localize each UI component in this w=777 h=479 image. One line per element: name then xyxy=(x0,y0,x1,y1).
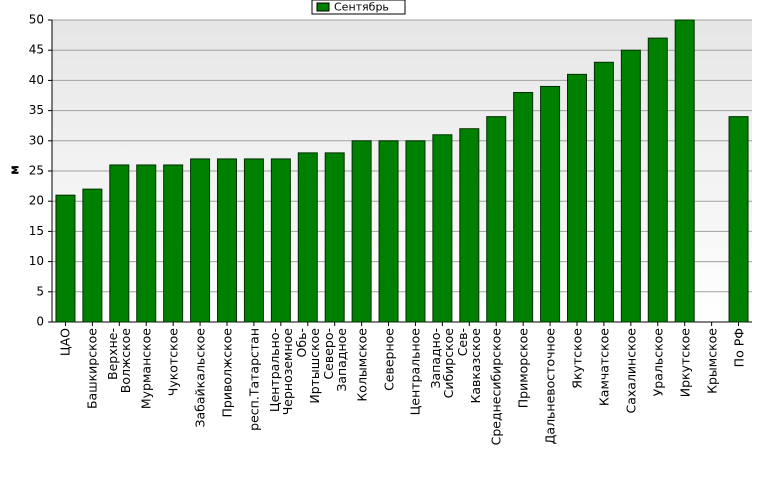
bar xyxy=(190,158,211,323)
bar xyxy=(620,49,641,323)
y-axis-label: м xyxy=(8,165,22,175)
legend-swatch xyxy=(316,2,330,12)
x-tick-label: Иркутское xyxy=(677,328,693,398)
x-tick-label: Обь- Иртышское xyxy=(293,328,322,404)
bar xyxy=(324,152,345,323)
x-tick-label: Мурманское xyxy=(138,328,154,410)
y-tick-label: 5 xyxy=(36,284,44,298)
x-tick-label: Башкирское xyxy=(84,328,100,410)
x-tick-label: Камчатское xyxy=(596,328,612,407)
bar xyxy=(109,164,130,323)
x-tick-label: Приволжское xyxy=(219,328,235,418)
bar xyxy=(647,37,668,323)
y-tick-label: 50 xyxy=(29,13,44,27)
y-tick-label: 10 xyxy=(29,254,44,268)
bar xyxy=(351,140,372,323)
bar xyxy=(378,140,399,323)
bar xyxy=(297,152,318,323)
y-tick-label: 30 xyxy=(29,133,44,147)
x-tick-label: Среднесибирское xyxy=(488,328,504,446)
y-tick-label: 20 xyxy=(29,194,44,208)
x-tick-label: Якутское xyxy=(569,328,585,389)
x-tick-label: Сахалинское xyxy=(623,328,639,414)
x-tick-label: Центральное xyxy=(407,328,423,416)
x-tick-label: Центрально- Черноземное xyxy=(266,328,295,416)
bar xyxy=(486,116,507,323)
x-tick-label: Колымское xyxy=(354,328,370,402)
bar xyxy=(728,116,749,323)
bar xyxy=(459,128,480,323)
bar xyxy=(243,158,264,323)
bar xyxy=(136,164,157,323)
y-tick-label: 0 xyxy=(36,315,44,329)
bar xyxy=(513,91,534,323)
x-tick-label: Северо- Западное xyxy=(320,328,349,392)
bar xyxy=(270,158,291,323)
x-tick-label: Сев- Кавказское xyxy=(455,328,484,404)
x-tick-label: Верхне- Волжское xyxy=(105,328,134,394)
x-tick-label: Западно- Сибирское xyxy=(428,328,457,399)
x-tick-label: Уральское xyxy=(650,328,666,397)
y-tick-label: 40 xyxy=(29,73,44,87)
bar xyxy=(163,164,184,323)
bar xyxy=(674,19,695,323)
legend-box xyxy=(311,0,406,15)
x-tick-label: По РФ xyxy=(731,328,747,368)
bar xyxy=(405,140,426,323)
bar xyxy=(217,158,237,323)
bar xyxy=(82,188,103,323)
bar xyxy=(55,194,76,323)
x-tick-label: Приморское xyxy=(515,328,531,409)
x-tick-label: Чукотское xyxy=(165,328,181,397)
x-tick-label: Забайкальское xyxy=(192,328,208,428)
x-tick-label: Северное xyxy=(381,328,397,391)
x-tick-label: Дальневосточное xyxy=(542,328,558,445)
y-tick-label: 15 xyxy=(29,224,44,238)
x-tick-label: ЦАО xyxy=(57,328,73,357)
y-tick-label: 45 xyxy=(29,43,44,57)
y-tick-label: 25 xyxy=(29,164,44,178)
bar xyxy=(432,134,453,323)
bar xyxy=(540,85,561,323)
y-tick-label: 35 xyxy=(29,103,44,117)
legend-label: Сентябрь xyxy=(334,1,389,14)
x-tick-label: респ.Татарстан xyxy=(246,328,262,431)
bar xyxy=(593,61,614,323)
bar xyxy=(567,73,587,323)
x-tick-label: Крымское xyxy=(704,328,720,394)
